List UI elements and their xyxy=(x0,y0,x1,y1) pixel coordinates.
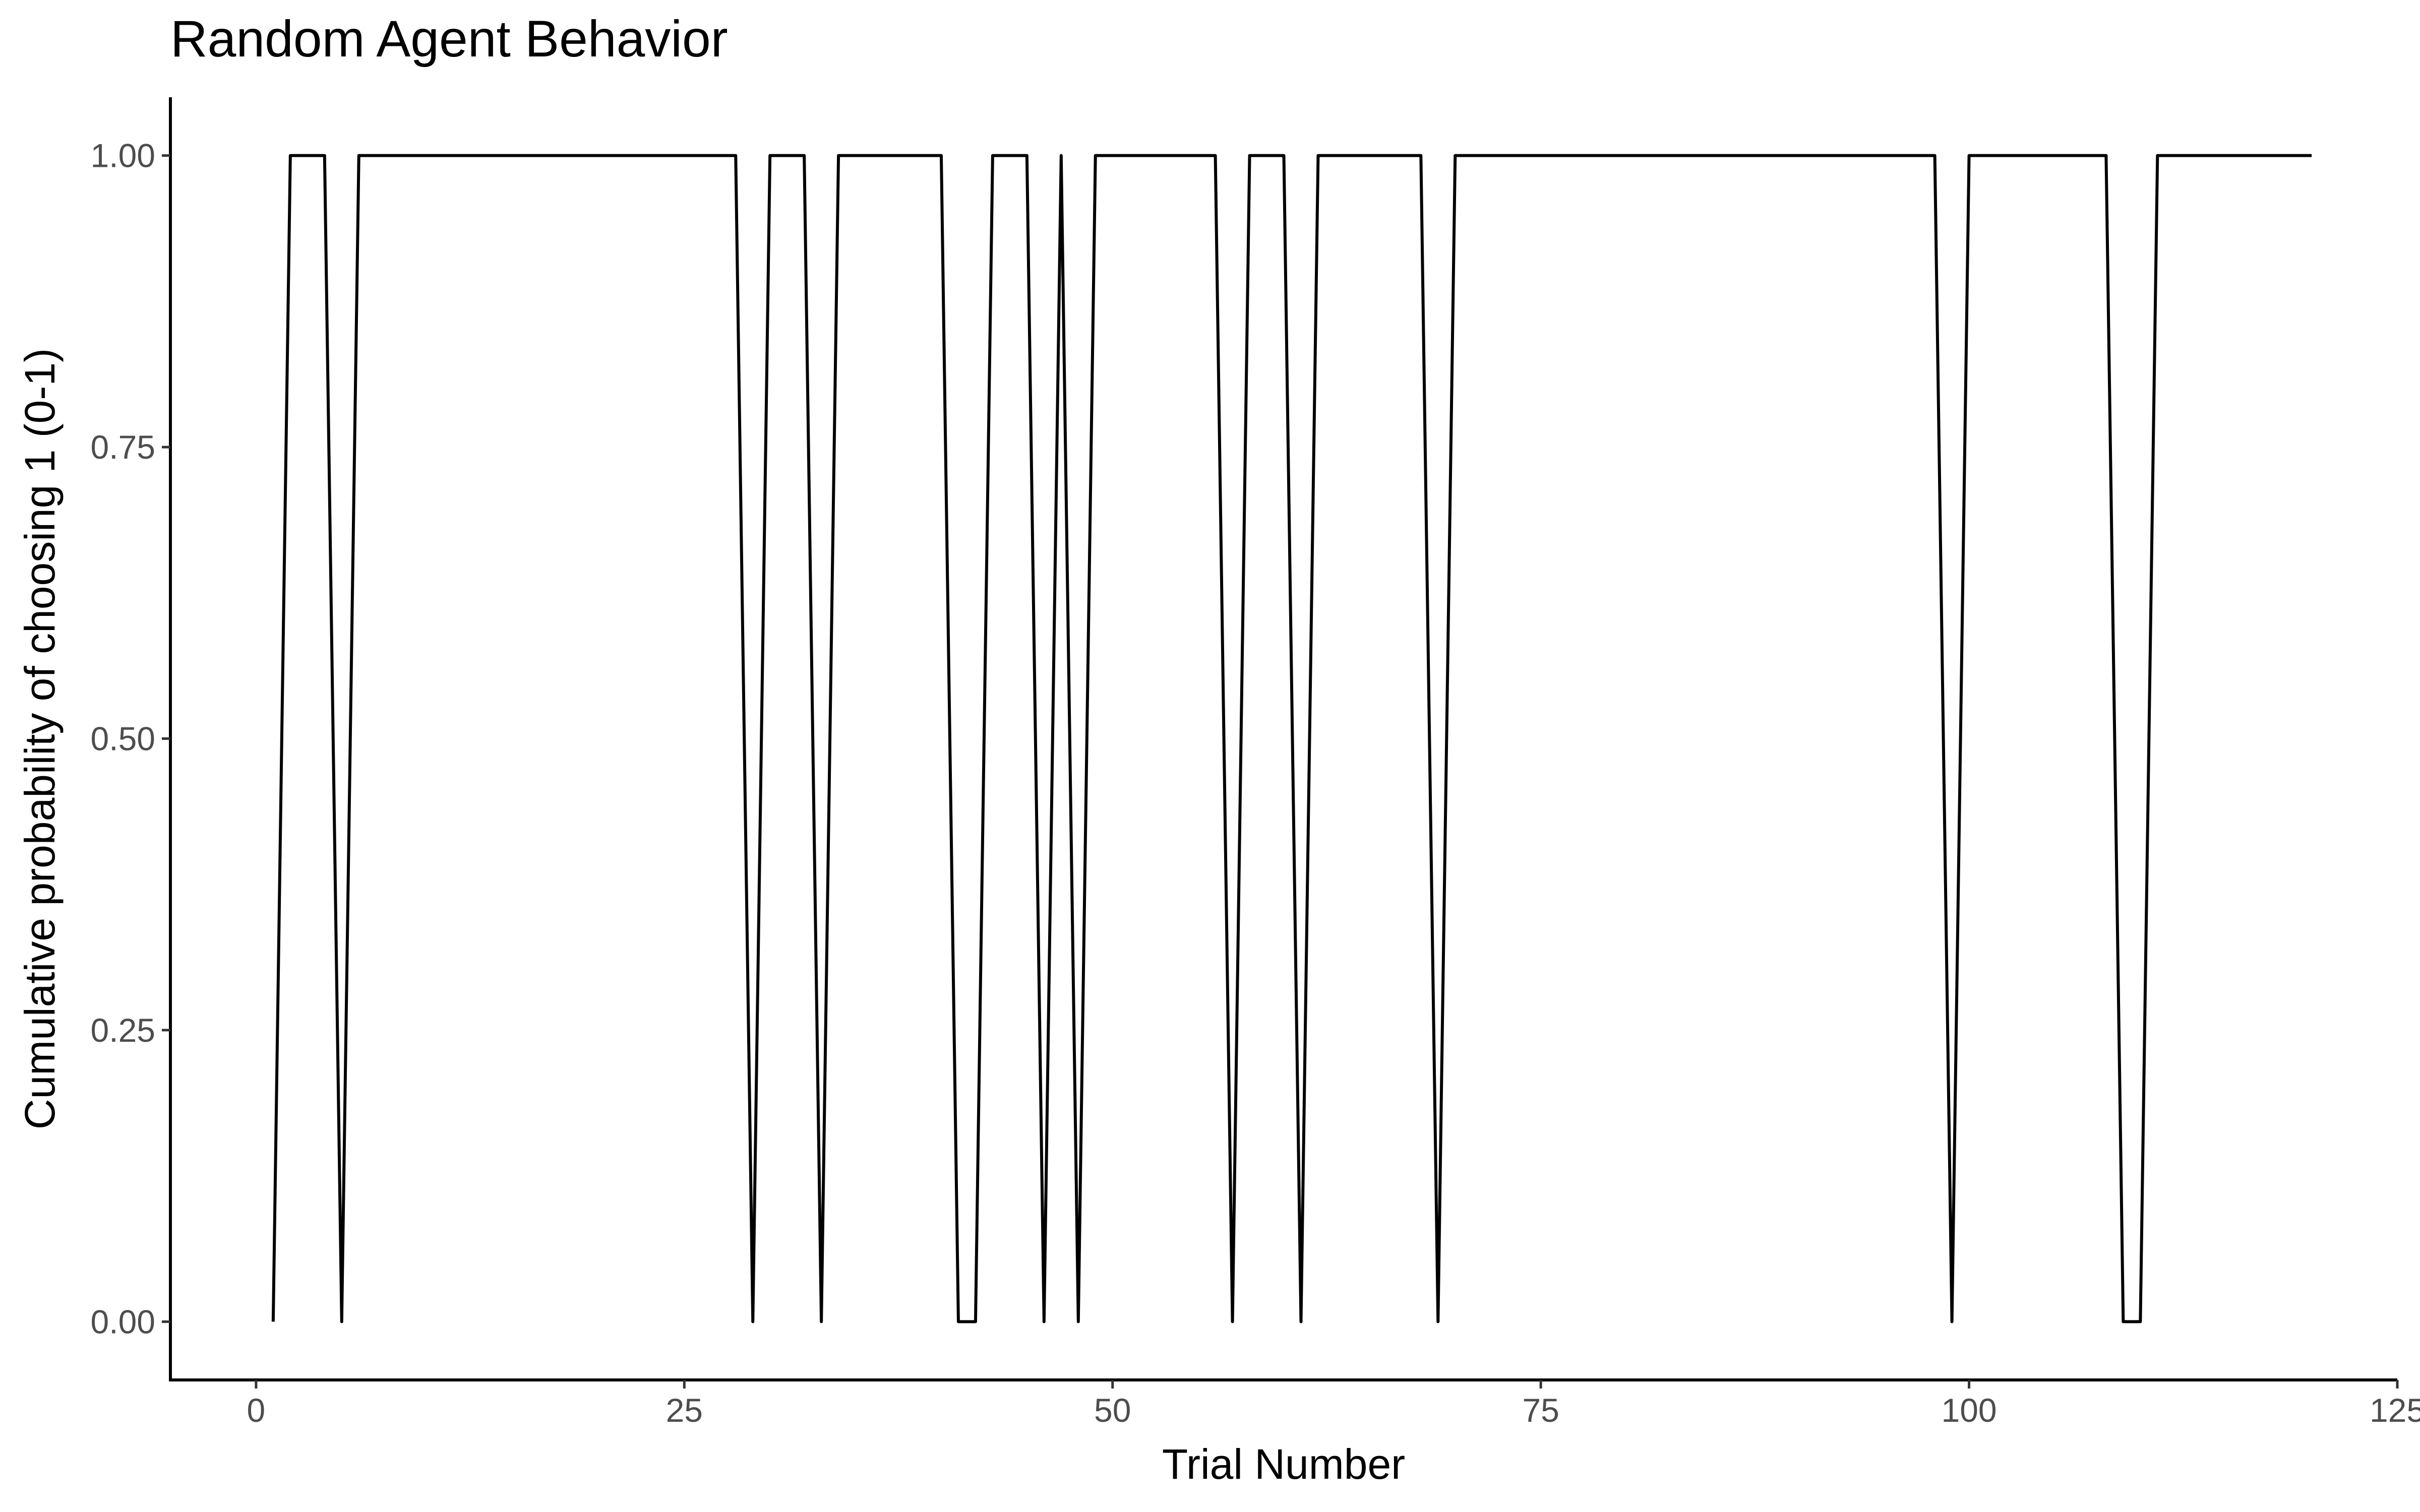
y-axis-title: Cumulative probability of choosing 1 (0-… xyxy=(16,348,64,1129)
x-axis-ticks: 0 25 50 75 100 125 xyxy=(247,1380,2420,1429)
x-tick-label: 125 xyxy=(2370,1392,2420,1429)
x-tick-label: 0 xyxy=(247,1392,266,1429)
y-tick-label: 1.00 xyxy=(91,137,155,174)
x-tick-label: 50 xyxy=(1094,1392,1131,1429)
y-tick-label: 0.25 xyxy=(91,1012,155,1049)
y-tick-label: 0.75 xyxy=(91,428,155,466)
series-layer xyxy=(271,154,2312,1324)
chart-title: Random Agent Behavior xyxy=(170,10,728,68)
x-tick-label: 25 xyxy=(666,1392,703,1429)
x-tick-label: 75 xyxy=(1522,1392,1559,1429)
series-line-1 xyxy=(271,154,2312,1324)
y-axis-ticks: 0.00 0.25 0.50 0.75 1.00 xyxy=(91,137,170,1340)
x-tick-label: 100 xyxy=(1942,1392,1997,1429)
x-axis-title: Trial Number xyxy=(1162,1440,1405,1488)
y-tick-label: 0.50 xyxy=(91,720,155,758)
plot-area xyxy=(169,97,2397,1381)
y-tick-label: 0.00 xyxy=(91,1303,155,1340)
